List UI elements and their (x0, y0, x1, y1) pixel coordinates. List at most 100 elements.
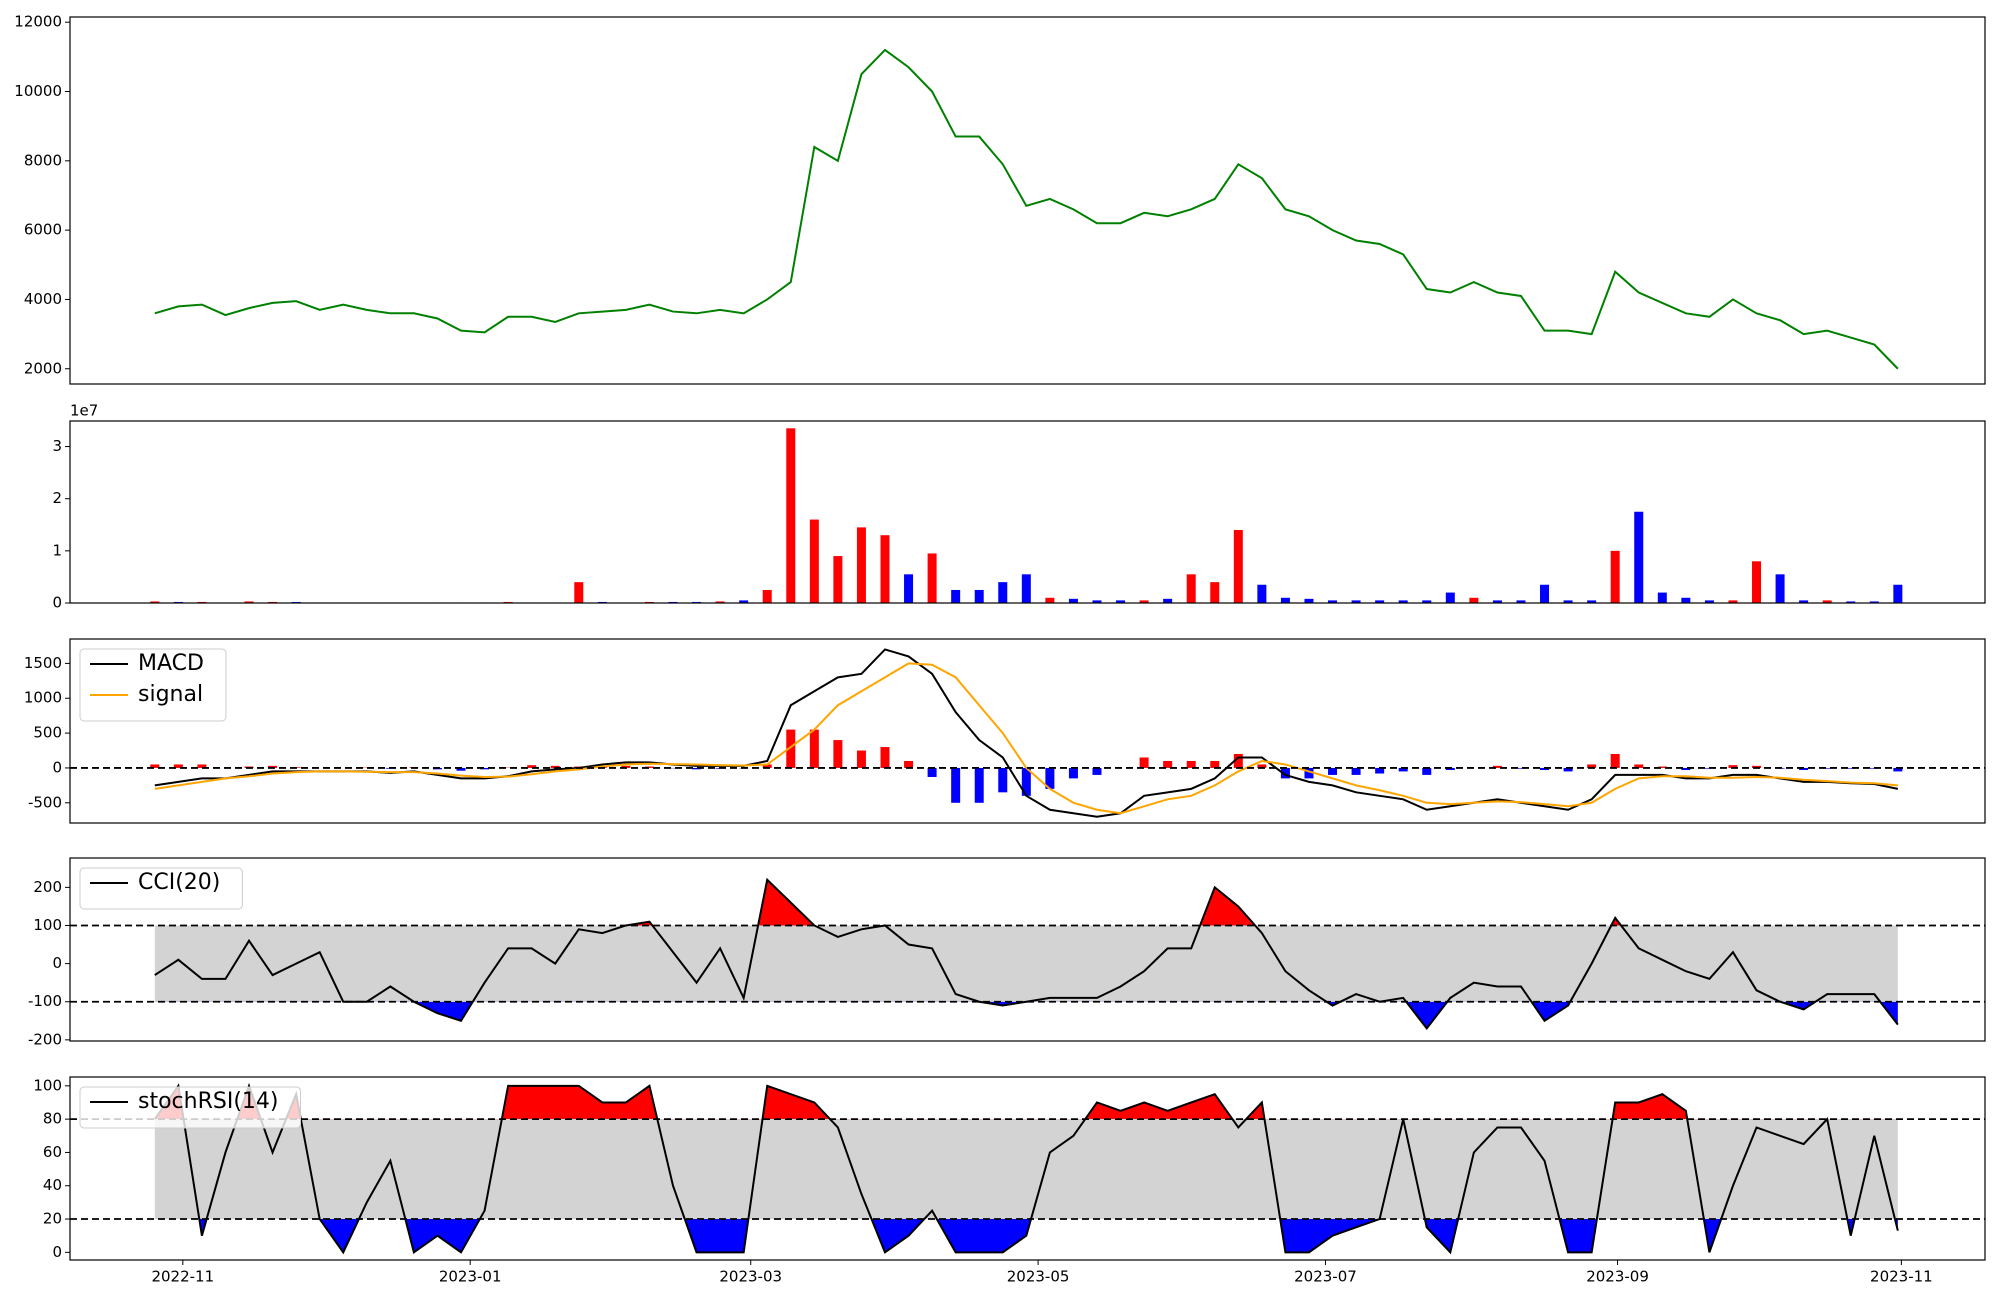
histogram-bar (1163, 760, 1173, 768)
y-tick-label: 4000 (24, 290, 62, 308)
bar (1398, 600, 1408, 603)
neutral-band (154, 1119, 1898, 1220)
bar (1445, 592, 1455, 603)
bar (1657, 592, 1667, 603)
histogram-bar (809, 729, 819, 768)
y-tick-label: 10000 (14, 82, 62, 100)
axes-frame (69, 1076, 1986, 1261)
series-line (154, 648, 1899, 818)
bar (1257, 584, 1267, 603)
bar (1210, 582, 1220, 603)
histogram-bar (621, 765, 631, 768)
histogram-bar (1068, 767, 1078, 779)
axes-frame (69, 638, 1986, 824)
histogram-bar (1445, 767, 1455, 771)
legend: CCI(20) (79, 867, 243, 910)
x-tick-label: 2023-07 (1294, 1268, 1357, 1286)
axes-frame (69, 16, 1986, 385)
x-tick-label: 2023-05 (1007, 1268, 1070, 1286)
bar (1610, 550, 1620, 603)
y-tick-label: 3 (52, 437, 62, 455)
bar (1752, 561, 1762, 603)
histogram-bar (786, 729, 796, 768)
histogram-bar (173, 764, 183, 768)
bar (1139, 600, 1149, 603)
histogram-bar (692, 767, 702, 770)
histogram-bar (480, 767, 490, 770)
histogram-bar (1822, 767, 1832, 769)
bar (1492, 600, 1502, 603)
histogram-bar (1634, 764, 1644, 768)
histogram-bar (904, 760, 914, 768)
bar (150, 601, 160, 603)
y-tick-label: 100 (33, 916, 62, 934)
bar (1304, 598, 1314, 603)
bar (833, 556, 843, 603)
bar (1068, 598, 1078, 603)
histogram-bar (1492, 765, 1502, 768)
histogram-bar (1280, 767, 1290, 779)
y-tick-label: 200 (33, 878, 62, 896)
histogram-bar (1186, 760, 1196, 768)
y-tick-label: 8000 (24, 151, 62, 169)
series-line (154, 662, 1898, 815)
histogram-bar (1210, 760, 1220, 768)
oversold-fill (154, 1001, 1898, 1029)
series-line (154, 877, 1899, 1031)
y-tick-label: 0 (52, 1243, 62, 1261)
histogram-bar (527, 765, 537, 768)
histogram-bar (1092, 767, 1102, 775)
histogram-bar (456, 767, 466, 771)
bar (1092, 600, 1102, 603)
histogram-bar (927, 767, 937, 777)
histogram-bar (762, 764, 772, 768)
y-tick-label: -200 (28, 1030, 62, 1048)
bar (1540, 584, 1550, 603)
bar (1116, 600, 1126, 603)
bar (1893, 584, 1903, 603)
histogram-bar (1728, 765, 1738, 768)
bar (1728, 600, 1738, 603)
histogram-bar (1139, 757, 1149, 768)
bar (1799, 600, 1809, 603)
legend-text: MACD (138, 651, 204, 676)
axis-offset-label: 1e7 (70, 402, 98, 420)
histogram-bar (1045, 767, 1055, 789)
histogram-bar (1610, 754, 1620, 768)
bar (998, 582, 1008, 603)
histogram-bar (550, 765, 560, 768)
bar (1280, 597, 1290, 603)
legend: MACD signal (79, 648, 227, 722)
histogram-bar (150, 764, 160, 768)
bar (974, 589, 984, 603)
histogram-bar (1304, 767, 1314, 779)
x-tick-label: 2022-11 (151, 1268, 214, 1286)
y-tick-label: 1000 (24, 689, 62, 707)
panel: 0 1 2 3 1e7 (52, 402, 1986, 612)
legend-box (79, 867, 243, 910)
axes-frame (69, 420, 1986, 604)
histogram-bar (1351, 767, 1361, 775)
bar (1563, 600, 1573, 603)
legend-text: stochRSI(14) (138, 1089, 279, 1114)
legend-box (79, 1086, 301, 1129)
bar (1422, 600, 1432, 603)
bar (1846, 601, 1856, 603)
histogram-bar (1540, 767, 1550, 771)
histogram-bar (1422, 767, 1432, 775)
bar (1351, 600, 1361, 603)
bar (244, 601, 254, 603)
histogram-bar (998, 767, 1008, 793)
histogram-bar (1799, 767, 1809, 771)
bar (715, 601, 725, 603)
bar (1704, 600, 1714, 603)
bar (786, 428, 796, 603)
y-tick-label: 0 (52, 954, 62, 972)
y-tick-label: -500 (28, 793, 62, 811)
histogram-bar (1893, 767, 1903, 772)
histogram-bar (644, 766, 654, 768)
bar (856, 527, 866, 603)
histogram-bar (1328, 767, 1338, 775)
histogram-bar (268, 765, 278, 768)
bar (1163, 598, 1173, 603)
